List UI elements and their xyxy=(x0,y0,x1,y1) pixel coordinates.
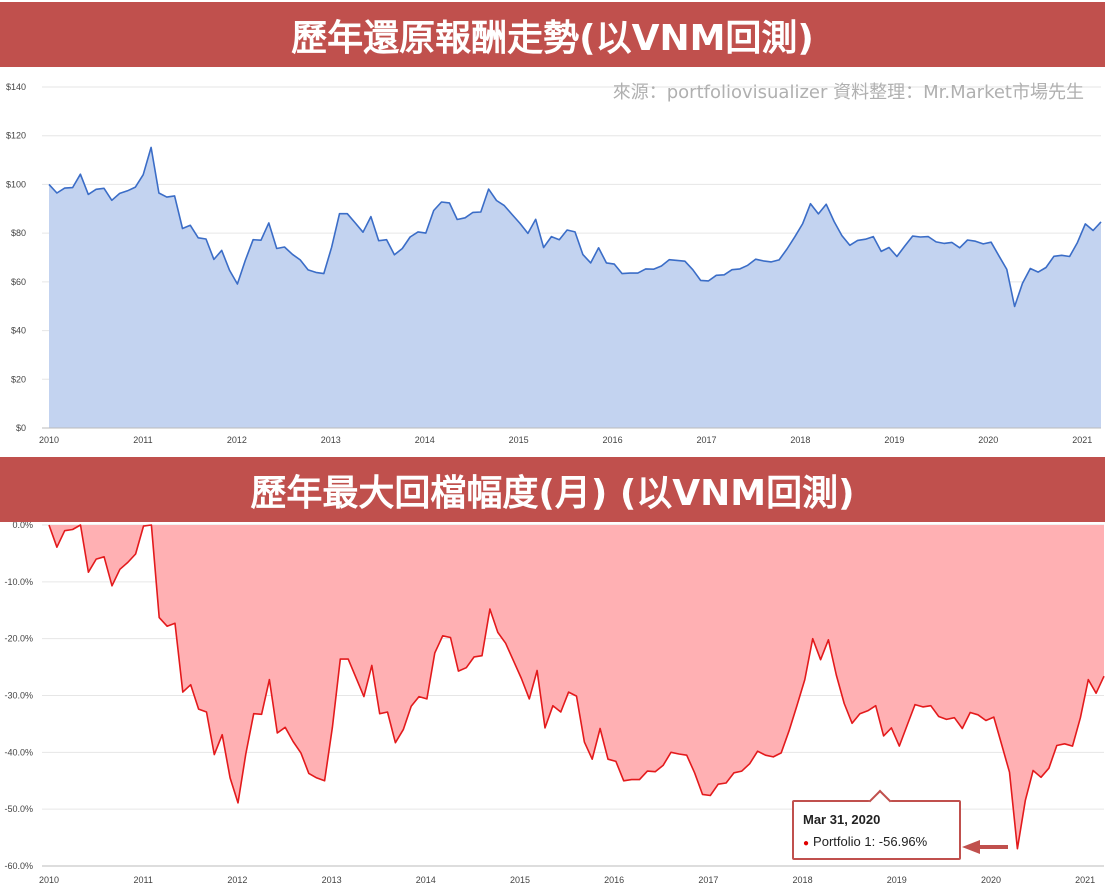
returns-chart: $0 $20 $40 $60 $80 $100 $120 $140 2010 2011 2012 20… xyxy=(6,82,1102,445)
returns-line xyxy=(48,146,1102,308)
drawdown-tooltip: Mar 31, 2020 ● Portfolio 1: -56.96% xyxy=(792,789,961,860)
returns-title: 歷年還原報酬走勢(以VNM回測) xyxy=(291,17,814,59)
returns-y-tick-label: $80 xyxy=(11,228,26,238)
returns-y-tick-label: $60 xyxy=(11,277,26,287)
returns-area xyxy=(49,147,1101,428)
returns-x-tick-label: 2014 xyxy=(415,435,435,445)
returns-x-tick-label: 2017 xyxy=(696,435,716,445)
drawdown-y-tick-label: 0.0% xyxy=(12,520,33,530)
returns-x-tick-label: 2015 xyxy=(509,435,529,445)
tooltip-date: Mar 31, 2020 xyxy=(803,812,881,827)
series-dot-icon: ● xyxy=(803,838,810,849)
returns-x-tick-label: 2010 xyxy=(39,435,59,445)
returns-y-tick-label: $20 xyxy=(11,374,26,384)
drawdown-y-tick-label: -50.0% xyxy=(4,804,33,814)
drawdown-x-tick-label: 2017 xyxy=(698,875,718,885)
returns-x-tick-label: 2011 xyxy=(133,435,152,445)
returns-y-tick-label: $0 xyxy=(16,423,26,433)
drawdown-y-tick-label: -30.0% xyxy=(4,691,33,701)
tooltip-value: Portfolio 1: -56.96% xyxy=(813,834,928,849)
drawdown-y-tick-label: -40.0% xyxy=(4,747,33,757)
drawdown-x-tick-label: 2011 xyxy=(134,875,153,885)
returns-x-tick-label: 2021 xyxy=(1072,435,1092,445)
drawdown-x-tick-label: 2021 xyxy=(1075,875,1095,885)
drawdown-x-tick-label: 2019 xyxy=(887,875,907,885)
returns-x-tick-label: 2016 xyxy=(603,435,623,445)
drawdown-x-tick-label: 2013 xyxy=(322,875,342,885)
drawdown-x-tick-label: 2010 xyxy=(39,875,59,885)
returns-y-tick-label: $120 xyxy=(6,131,26,141)
returns-x-tick-label: 2018 xyxy=(790,435,810,445)
source-note: 來源：portfoliovisualizer 資料整理：Mr.Market市場先… xyxy=(612,82,1084,103)
drawdown-title-banner: 歷年最大回檔幅度(月) (以VNM回測) xyxy=(0,457,1105,522)
drawdown-x-tick-label: 2012 xyxy=(227,875,247,885)
drawdown-y-tick-label: -60.0% xyxy=(4,861,33,871)
drawdown-x-tick-label: 2014 xyxy=(416,875,436,885)
drawdown-x-tick-label: 2016 xyxy=(604,875,624,885)
drawdown-x-tick-label: 2015 xyxy=(510,875,530,885)
drawdown-line xyxy=(48,524,1105,850)
returns-y-tick-label: $40 xyxy=(11,326,26,336)
returns-title-banner: 歷年還原報酬走勢(以VNM回測) xyxy=(0,2,1105,67)
drawdown-x-tick-label: 2018 xyxy=(793,875,813,885)
returns-x-tick-label: 2019 xyxy=(884,435,904,445)
returns-x-tick-label: 2020 xyxy=(978,435,998,445)
tooltip-row: ● Portfolio 1: -56.96% xyxy=(803,834,927,849)
returns-y-tick-label: $140 xyxy=(6,82,26,92)
drawdown-y-tick-label: -20.0% xyxy=(4,634,33,644)
drawdown-x-tick-label: 2020 xyxy=(981,875,1001,885)
returns-y-tick-label: $100 xyxy=(6,179,26,189)
drawdown-area xyxy=(49,525,1104,849)
drawdown-title: 歷年最大回檔幅度(月) (以VNM回測) xyxy=(250,472,855,514)
drawdown-y-tick-label: -10.0% xyxy=(4,577,33,587)
returns-x-tick-label: 2013 xyxy=(321,435,341,445)
returns-x-tick-label: 2012 xyxy=(227,435,247,445)
